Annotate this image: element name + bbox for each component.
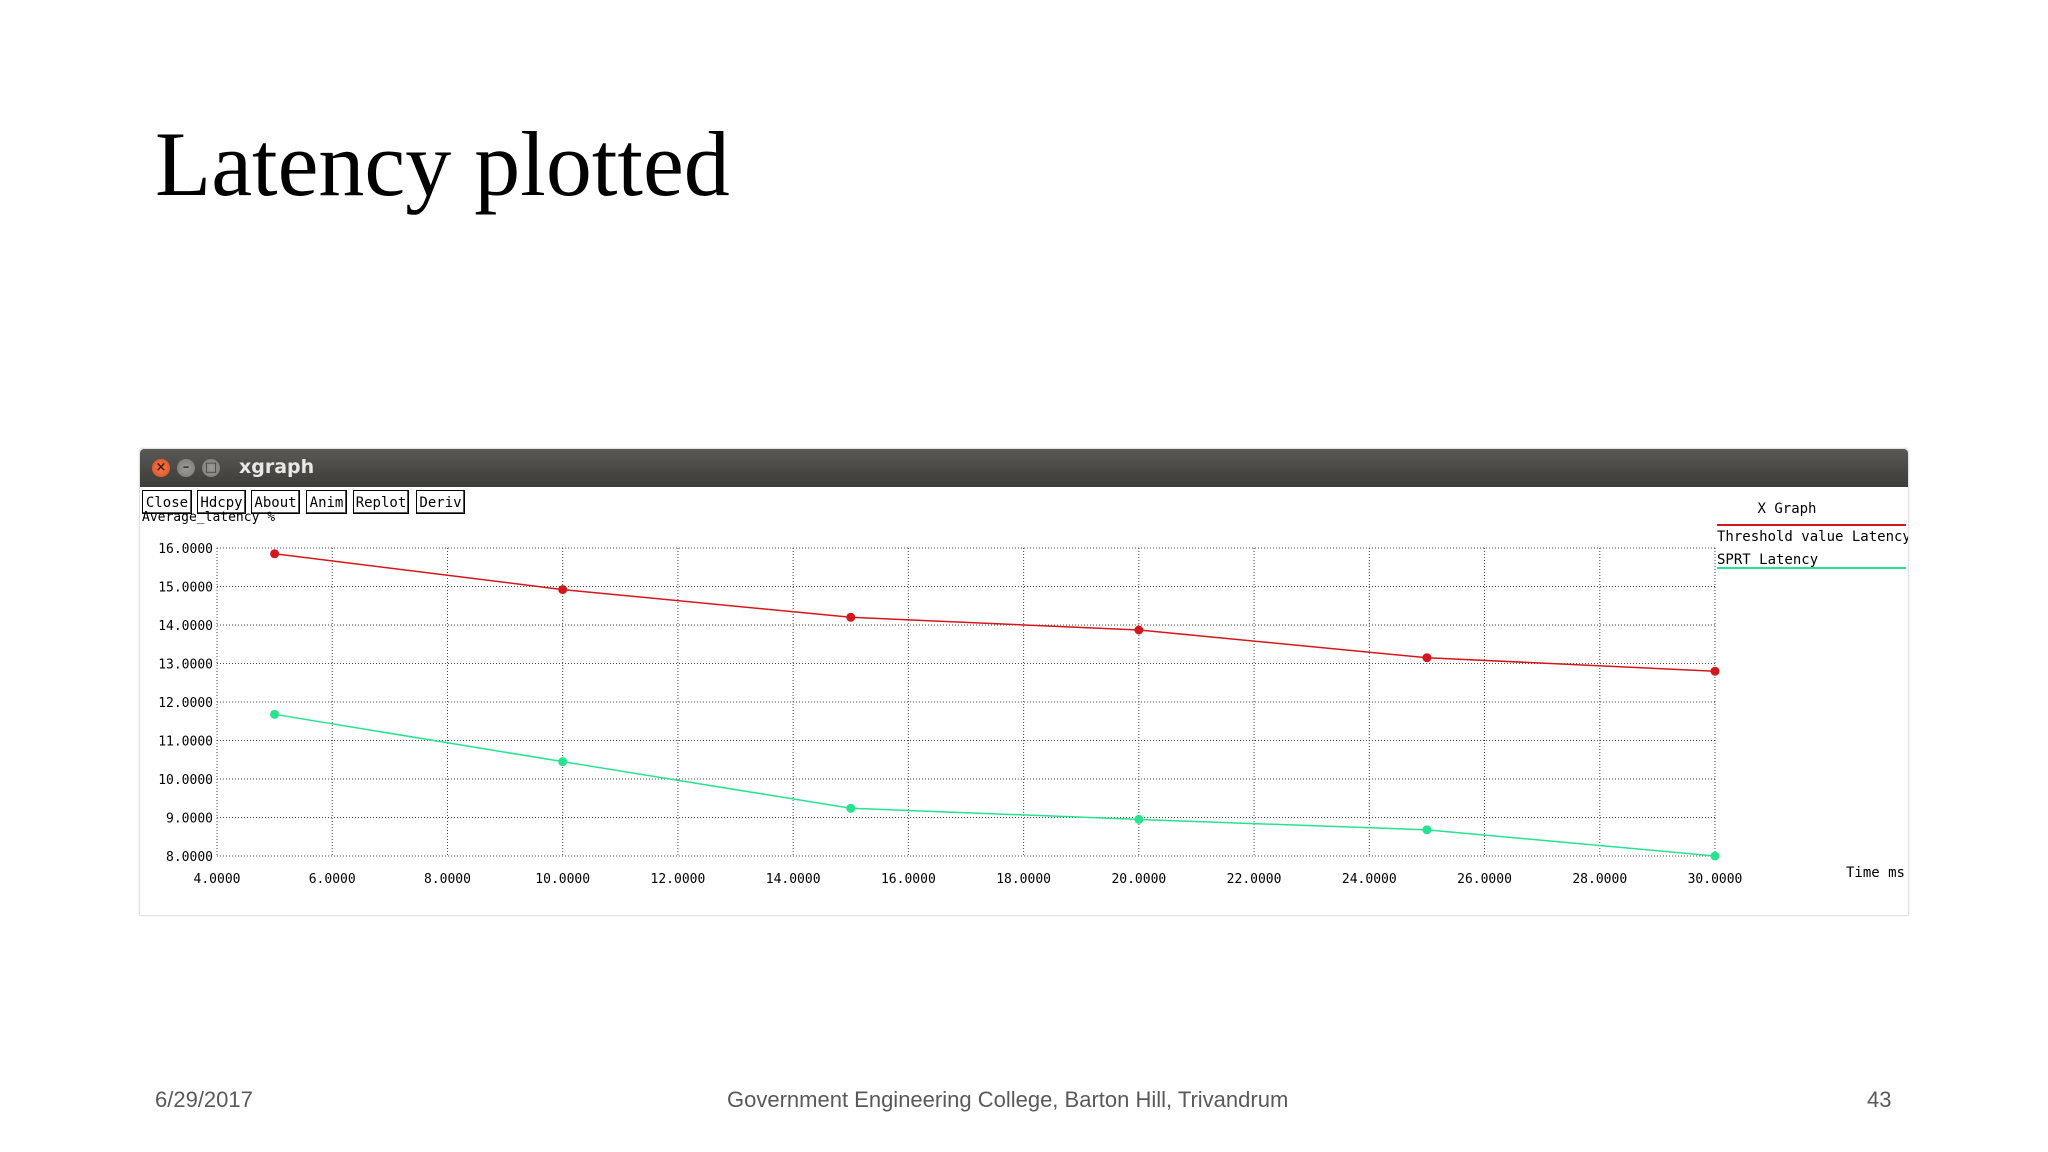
- y-tick-label: 15.0000: [158, 581, 213, 596]
- y-tick-label: 8.0000: [166, 850, 213, 865]
- x-tick-label: 30.0000: [1688, 872, 1743, 887]
- x-tick-label: 22.0000: [1227, 872, 1282, 887]
- data-point: [1422, 825, 1432, 835]
- window-close-icon[interactable]: ×: [152, 459, 170, 477]
- data-point: [1710, 666, 1720, 676]
- series-line-2: [274, 713, 1716, 857]
- latency-chart: 4.0000 6.0000 8.0000 10.0000 12.0000 14.0000 1…: [142, 501, 1908, 887]
- data-point: [558, 757, 568, 767]
- data-point: [270, 549, 280, 559]
- x-tick-label: 12.0000: [651, 872, 706, 887]
- chart-title: X Graph: [1757, 501, 1816, 517]
- data-point: [270, 709, 280, 719]
- y-tick-label: 16.0000: [158, 542, 213, 557]
- replot-button[interactable]: Replot: [353, 490, 409, 514]
- legend-label-1: Threshold value Latency: [1717, 529, 1908, 545]
- data-point: [1134, 814, 1144, 824]
- x-tick-label: 18.0000: [996, 872, 1051, 887]
- y-tick-label: 13.0000: [158, 658, 213, 673]
- xgraph-window: × – □ xgraph Close Hdcpy About Anim Repl…: [140, 449, 1908, 915]
- data-point: [1422, 653, 1432, 663]
- close-button[interactable]: Close: [142, 490, 192, 514]
- window-titlebar[interactable]: × – □ xgraph: [140, 449, 1908, 487]
- x-tick-label: 26.0000: [1457, 872, 1512, 887]
- footer-date: 6/29/2017: [155, 1087, 253, 1112]
- slide-title: Latency plotted: [155, 113, 730, 215]
- x-tick-label: 4.0000: [194, 872, 241, 887]
- x-tick-label: 16.0000: [881, 872, 936, 887]
- data-point: [1710, 851, 1720, 861]
- y-tick-label: 14.0000: [158, 619, 213, 634]
- legend-label-2: SPRT_Latency: [1717, 552, 1818, 568]
- data-point: [846, 803, 856, 813]
- x-tick-label: 28.0000: [1572, 872, 1627, 887]
- y-axis-label: Average_latency %: [142, 510, 275, 525]
- x-tick-label: 6.0000: [309, 872, 356, 887]
- x-axis-label: Time ms: [1846, 865, 1905, 881]
- footer-page-number: 43: [1867, 1087, 1892, 1112]
- y-tick-label: 9.0000: [166, 812, 213, 827]
- x-tick-label: 10.0000: [535, 872, 590, 887]
- x-tick-label: 24.0000: [1342, 872, 1397, 887]
- anim-button[interactable]: Anim: [306, 490, 347, 514]
- x-tick-label: 8.0000: [424, 872, 471, 887]
- y-tick-label: 12.0000: [158, 696, 213, 711]
- y-tick-label: 10.0000: [158, 773, 213, 788]
- hdcpy-button[interactable]: Hdcpy: [197, 490, 246, 514]
- data-point: [846, 612, 856, 622]
- deriv-button[interactable]: Deriv: [416, 490, 465, 514]
- x-tick-label: 20.0000: [1111, 872, 1166, 887]
- about-button[interactable]: About: [251, 490, 300, 514]
- data-point: [1134, 625, 1144, 635]
- data-point: [558, 585, 568, 595]
- window-maximize-icon[interactable]: □: [202, 459, 220, 477]
- series-line-1: [274, 553, 1716, 672]
- y-tick-label: 11.0000: [158, 735, 213, 750]
- window-title: xgraph: [239, 456, 315, 478]
- footer-institution: Government Engineering College, Barton H…: [727, 1087, 1289, 1112]
- x-tick-label: 14.0000: [766, 872, 821, 887]
- window-minimize-icon[interactable]: –: [177, 459, 195, 477]
